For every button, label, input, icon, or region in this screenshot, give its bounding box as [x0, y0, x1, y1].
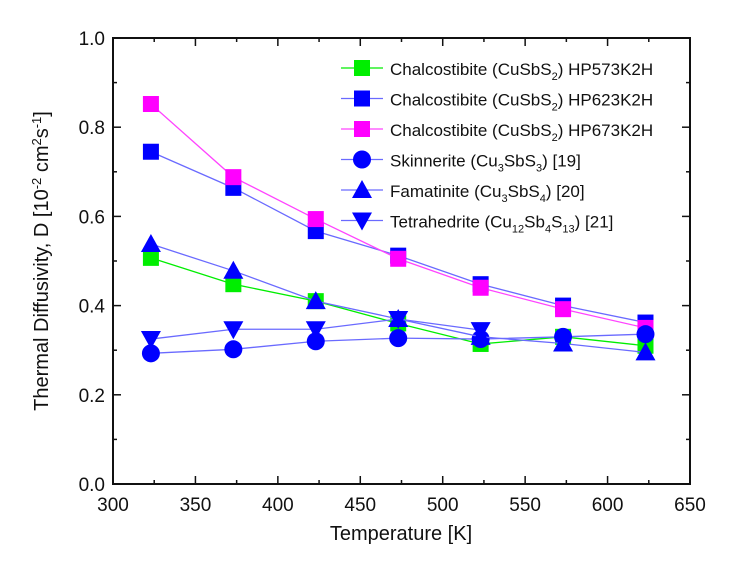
legend-label: Skinnerite (Cu3SbS3) [19]: [390, 152, 581, 175]
legend-label-part: 3: [501, 193, 507, 205]
data-point-square: [472, 279, 489, 296]
data-point-square: [142, 143, 159, 160]
legend-label-part: Tetrahedrite (Cu: [390, 213, 512, 232]
legend-item: Chalcostibite (CuSbS2) HP623K2H: [341, 90, 653, 114]
data-point-triangle-up: [140, 234, 161, 253]
y-axis-label: Thermal Diffusivity, D [10-2 cm2s-1]: [29, 111, 53, 411]
legend-item: Skinnerite (Cu3SbS3) [19]: [341, 150, 581, 175]
legend-label-part: 2: [552, 102, 558, 114]
data-point-circle: [636, 325, 655, 344]
legend-label-part: 3: [536, 163, 542, 175]
legend-label-part: Famatinite (Cu: [390, 182, 501, 201]
x-tick-label: 600: [592, 495, 624, 516]
x-tick-label: 350: [180, 495, 212, 516]
data-point-square: [307, 223, 324, 240]
data-point-triangle-down: [305, 321, 326, 340]
legend-marker: [353, 150, 371, 169]
series-triangle-down: [140, 310, 491, 350]
legend-label-part: Sb: [524, 213, 545, 232]
legend-label-part: ) [21]: [575, 213, 614, 232]
data-point-triangle-up: [553, 333, 574, 352]
y-tick-label: 0.6: [79, 207, 105, 228]
data-point-triangle-up: [635, 342, 656, 361]
data-point-triangle-up: [223, 260, 244, 279]
legend-label-part: 12: [512, 224, 524, 236]
data-point-circle: [389, 329, 408, 348]
legend-item: Chalcostibite (CuSbS2) HP573K2H: [341, 60, 653, 83]
legend-item: Tetrahedrite (Cu12Sb4S13) [21]: [341, 212, 613, 236]
legend-marker: [354, 121, 370, 137]
legend-label-part: Chalcostibite (CuSbS: [390, 121, 552, 140]
x-tick-label: 650: [674, 495, 706, 516]
y-tick-label: 0.2: [79, 386, 105, 407]
x-tick-label: 550: [509, 495, 541, 516]
y-tick-label: 0.8: [79, 118, 105, 139]
legend-label-part: Chalcostibite (CuSbS: [390, 91, 552, 110]
legend-marker: [354, 60, 370, 76]
data-point-square: [307, 211, 324, 228]
series-triangle-up: [140, 234, 656, 361]
data-point-circle: [224, 340, 243, 359]
x-tick-label: 300: [97, 495, 129, 516]
legend-label-part: ) HP673K2H: [558, 121, 653, 140]
x-axis-label: Temperature [K]: [330, 523, 472, 545]
legend-label: Chalcostibite (CuSbS2) HP673K2H: [390, 121, 653, 144]
data-point-circle: [141, 344, 160, 363]
series-square: [142, 143, 654, 331]
data-point-triangle-down: [223, 321, 244, 340]
legend-label: Tetrahedrite (Cu12Sb4S13) [21]: [390, 213, 613, 236]
data-point-square: [225, 276, 242, 293]
legend-item: Chalcostibite (CuSbS2) HP673K2H: [341, 121, 653, 144]
legend-label: Chalcostibite (CuSbS2) HP573K2H: [390, 60, 653, 83]
legend-item: Famatinite (Cu3SbS4) [20]: [341, 180, 585, 205]
data-point-square: [555, 301, 572, 318]
legend-label-part: Chalcostibite (CuSbS: [390, 60, 552, 79]
data-point-triangle-up: [305, 291, 326, 310]
legend-label-part: SbS: [504, 152, 536, 171]
legend-label-part: 4: [540, 193, 546, 205]
legend-label: Chalcostibite (CuSbS2) HP623K2H: [390, 91, 653, 114]
data-point-triangle-down: [388, 310, 409, 329]
y-tick-label: 0.0: [79, 475, 105, 496]
legend-label-part: Skinnerite (Cu: [390, 152, 498, 171]
legend-marker: [354, 90, 370, 107]
data-point-square: [390, 250, 407, 267]
data-point-circle: [306, 332, 325, 351]
series-line: [150, 151, 646, 324]
legend-label-part: 3: [498, 163, 504, 175]
legend-label-part: 13: [562, 224, 574, 236]
legend-label: Famatinite (Cu3SbS4) [20]: [390, 182, 585, 205]
legend-marker: [352, 212, 372, 231]
legend-marker: [352, 180, 372, 198]
data-point-triangle-down: [470, 322, 491, 341]
y-tick-label: 1.0: [79, 29, 105, 50]
legend-label-part: 2: [552, 71, 558, 83]
legend-label-part: ) HP623K2H: [558, 91, 653, 110]
data-point-square: [142, 249, 159, 266]
legend: Chalcostibite (CuSbS2) HP573K2HChalcosti…: [341, 60, 653, 236]
x-tick-label: 500: [427, 495, 459, 516]
x-tick-label: 400: [262, 495, 294, 516]
data-point-square: [225, 169, 242, 186]
legend-label-part: ) HP573K2H: [558, 60, 653, 79]
legend-label-part: S: [551, 213, 562, 232]
y-tick-label: 0.4: [79, 297, 106, 318]
legend-label-part: ) [19]: [542, 152, 581, 171]
legend-label-part: ) [20]: [546, 182, 585, 201]
legend-label-part: 4: [545, 224, 551, 236]
x-tick-label: 450: [344, 495, 376, 516]
legend-label-part: 2: [552, 132, 558, 144]
data-point-square: [142, 96, 159, 113]
data-point-triangle-down: [140, 331, 161, 350]
legend-label-part: SbS: [508, 182, 540, 201]
